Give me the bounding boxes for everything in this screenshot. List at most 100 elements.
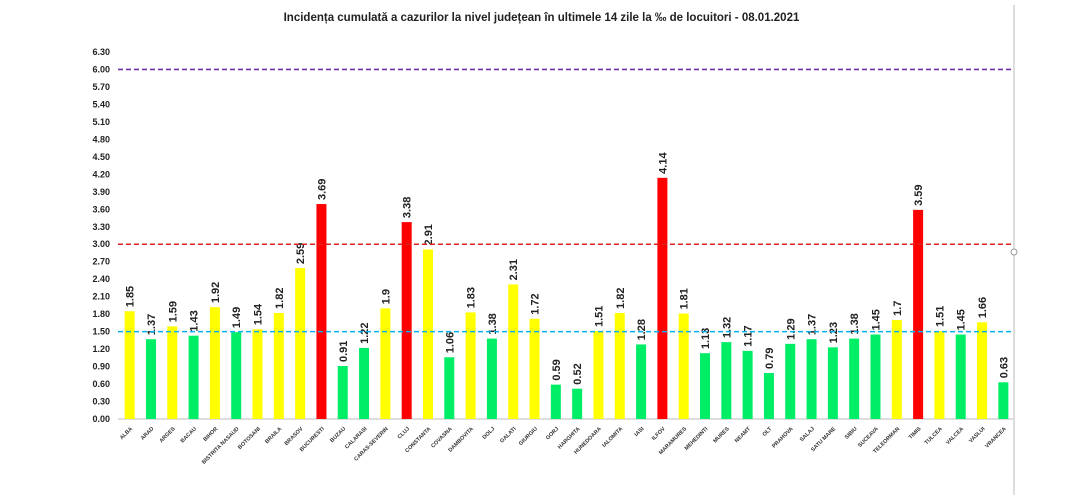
bar: [486, 338, 497, 419]
bar: [316, 204, 327, 419]
value-label: 1.28: [636, 319, 648, 340]
y-tick-label: 4.20: [92, 169, 110, 179]
bar: [209, 307, 220, 419]
bar: [785, 343, 796, 419]
value-label: 1.7: [892, 301, 904, 316]
bar: [422, 249, 433, 419]
y-tick-label: 0.90: [92, 362, 110, 372]
value-label: 1.9: [380, 289, 392, 304]
bar: [529, 318, 540, 419]
value-label: 0.79: [764, 348, 776, 369]
bar: [337, 365, 348, 419]
value-label: 1.17: [743, 325, 755, 346]
category-label: BIHOR: [203, 426, 220, 443]
bar: [870, 334, 881, 419]
bar: [742, 350, 753, 419]
y-tick-label: 3.30: [92, 222, 110, 232]
bar: [891, 319, 902, 419]
value-label: 1.51: [934, 306, 946, 327]
value-label: 2.59: [295, 243, 307, 264]
value-label: 4.14: [657, 152, 669, 174]
bar: [934, 331, 945, 419]
bar: [614, 312, 625, 419]
bar: [295, 268, 306, 419]
bar: [145, 339, 156, 419]
value-label: 1.13: [700, 328, 712, 349]
bar: [593, 331, 604, 419]
value-label: 1.72: [530, 293, 542, 314]
category-label: GALATI: [499, 426, 518, 445]
category-label: BACAU: [180, 426, 198, 444]
value-label: 1.49: [231, 307, 243, 328]
y-tick-label: 6.30: [92, 47, 110, 57]
value-label: 1.32: [721, 317, 733, 338]
value-label: 0.91: [338, 341, 350, 362]
category-label: NEAMT: [734, 426, 753, 445]
value-label: 1.83: [466, 287, 478, 308]
bar: [188, 335, 199, 419]
category-label: BRAILA: [264, 426, 283, 445]
value-label: 1.92: [210, 282, 222, 303]
value-label: 1.66: [977, 297, 989, 318]
y-tick-label: 5.10: [92, 117, 110, 127]
category-label: ILFOV: [651, 426, 667, 442]
bar: [913, 209, 924, 419]
value-label: 1.23: [828, 322, 840, 343]
category-label: VALCEA: [945, 426, 965, 446]
value-label: 1.43: [189, 310, 201, 331]
y-tick-label: 6.00: [92, 64, 110, 74]
chart-title: Incidența cumulată a cazurilor la nivel …: [283, 12, 800, 24]
bar: [806, 339, 817, 419]
category-label: BISTRITA NASAUD: [201, 426, 240, 465]
bar: [678, 313, 689, 419]
value-label: 1.38: [849, 313, 861, 334]
y-tick-label: 1.80: [92, 309, 110, 319]
category-label: MEHEDINTI: [684, 426, 710, 452]
value-label: 1.59: [167, 301, 179, 322]
bar: [998, 382, 1009, 419]
y-tick-label: 1.50: [92, 327, 110, 337]
bar: [700, 353, 711, 419]
category-label: ARGES: [159, 426, 177, 444]
bar: [401, 222, 412, 419]
y-tick-label: 2.10: [92, 292, 110, 302]
y-tick-label: 3.00: [92, 239, 110, 249]
y-tick-label: 5.70: [92, 82, 110, 92]
bar: [508, 284, 519, 419]
value-label: 3.69: [316, 179, 328, 200]
value-label: 1.82: [274, 288, 286, 309]
y-tick-label: 2.70: [92, 257, 110, 267]
bar: [252, 329, 263, 419]
value-label: 2.31: [508, 259, 520, 280]
resize-handle: [1010, 248, 1018, 256]
bar: [380, 308, 391, 419]
category-label: OLT: [762, 426, 774, 438]
category-label: GIURGIU: [518, 426, 539, 447]
category-label: VASLUI: [968, 426, 987, 445]
category-label: BRASOV: [284, 426, 305, 447]
value-label: 1.22: [359, 323, 371, 344]
value-label: 0.52: [572, 363, 584, 384]
category-label: IALOMITA: [601, 426, 624, 449]
bar: [763, 372, 774, 419]
category-label: DOLJ: [482, 426, 497, 441]
category-label: MURES: [712, 426, 731, 445]
bar: [636, 344, 647, 419]
y-tick-label: 0.30: [92, 397, 110, 407]
y-tick-label: 1.20: [92, 344, 110, 354]
value-label: 1.51: [593, 306, 605, 327]
value-label: 1.82: [615, 288, 627, 309]
value-label: 1.54: [253, 303, 265, 325]
bar: [359, 347, 370, 419]
value-label: 1.45: [870, 309, 882, 330]
y-tick-label: 3.90: [92, 187, 110, 197]
y-tick-label: 5.40: [92, 99, 110, 109]
value-label: 1.38: [487, 313, 499, 334]
value-label: 1.37: [146, 314, 158, 335]
value-label: 1.06: [444, 332, 456, 353]
bar: [465, 312, 476, 419]
value-label: 1.37: [807, 314, 819, 335]
bar: [550, 384, 561, 419]
bar: [657, 177, 668, 419]
category-label: BOTOSANI: [237, 426, 262, 451]
